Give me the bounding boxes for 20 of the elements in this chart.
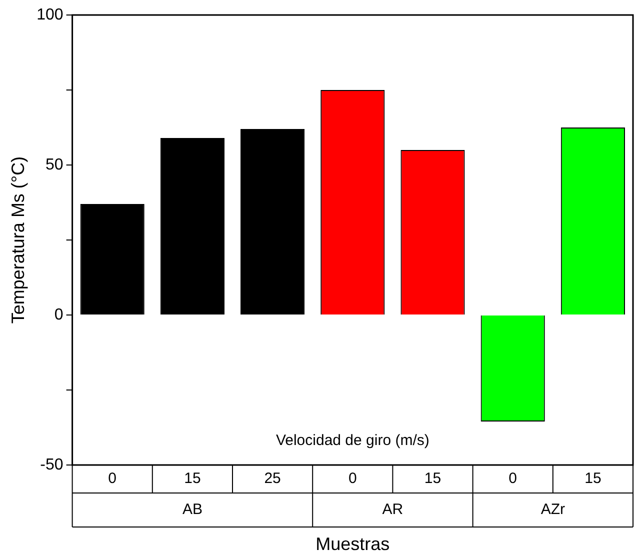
- text: AB: [182, 501, 202, 518]
- x-axis-title: Muestras: [316, 534, 390, 554]
- x-tick-label: 25: [264, 470, 281, 488]
- x-tick-label: 0: [508, 470, 518, 488]
- y-tick-label: 100: [36, 6, 64, 24]
- x-tick-label: 15: [424, 470, 442, 488]
- bar: [160, 138, 224, 314]
- x-tick-label: 0: [108, 470, 117, 488]
- text: AZr: [540, 501, 565, 518]
- y-tick-label: 0: [54, 306, 64, 324]
- x-tick-label: 15: [184, 470, 201, 488]
- annotation: Velocidad de giro (m/s): [276, 432, 430, 450]
- bar: [240, 129, 305, 314]
- bar: [80, 204, 144, 314]
- y-tick-label: -50: [40, 456, 64, 474]
- x-tick-label: 15: [584, 470, 602, 488]
- y-axis-title: Temperatura Ms (°C): [8, 156, 28, 324]
- y-tick-label: 50: [46, 156, 64, 174]
- x-tick-label: 0: [348, 470, 357, 488]
- text: AR: [382, 501, 404, 518]
